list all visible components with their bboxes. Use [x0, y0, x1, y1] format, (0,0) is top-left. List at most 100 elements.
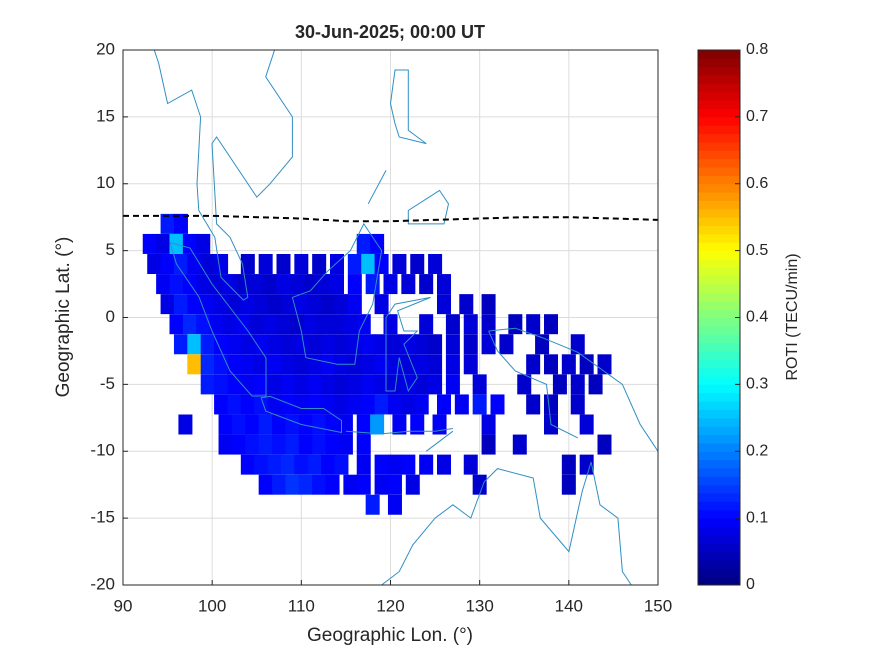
roti-cell: [325, 474, 340, 495]
colorbar-step: [698, 284, 740, 293]
roti-cell: [401, 274, 416, 295]
roti-cell: [267, 454, 282, 475]
colorbar-step: [698, 493, 740, 502]
colorbar-tick-label: 0.8: [746, 41, 768, 58]
roti-cell: [472, 374, 487, 395]
colorbar-step: [698, 317, 740, 327]
colorbar: [698, 50, 740, 586]
roti-cell: [267, 354, 282, 375]
colorbar-step: [698, 518, 740, 527]
colorbar-step: [698, 451, 740, 461]
roti-cell: [330, 314, 344, 335]
colorbar-tick-label: 0: [746, 576, 755, 593]
roti-cell: [187, 354, 202, 375]
roti-cell: [356, 474, 371, 495]
colorbar-tick-label: 0.5: [746, 242, 768, 259]
colorbar-step: [698, 83, 740, 93]
roti-cell: [428, 374, 443, 395]
colorbar-step: [698, 526, 740, 536]
colorbar-step: [698, 459, 740, 469]
roti-cell: [245, 414, 260, 435]
colorbar-step: [698, 392, 740, 402]
y-tick-label: -15: [90, 508, 115, 527]
roti-cell: [414, 354, 429, 375]
colorbar-step: [698, 100, 740, 110]
roti-cell: [254, 294, 269, 315]
roti-cell: [579, 354, 594, 375]
roti-cell: [334, 294, 349, 315]
roti-cell: [356, 414, 371, 435]
colorbar-step: [698, 158, 740, 168]
roti-cell: [387, 354, 402, 375]
roti-cell: [245, 434, 260, 455]
roti-cell: [544, 394, 558, 415]
roti-cell: [280, 334, 295, 355]
x-tick-label: 90: [114, 596, 133, 615]
colorbar-step: [698, 409, 740, 419]
colorbar-step: [698, 325, 740, 335]
roti-cell: [392, 414, 407, 435]
y-tick-label: -5: [100, 374, 115, 393]
coastline: [291, 222, 383, 365]
colorbar-label: ROTI (TECU/min): [784, 253, 801, 380]
roti-cell: [321, 354, 336, 375]
roti-cell: [258, 474, 273, 495]
roti-cell: [579, 454, 594, 475]
roti-cell: [330, 274, 344, 295]
roti-cell: [325, 434, 340, 455]
colorbar-step: [698, 233, 740, 243]
roti-cell: [526, 394, 541, 415]
roti-cell: [240, 374, 255, 395]
colorbar-step: [698, 267, 740, 277]
colorbar-step: [698, 250, 740, 260]
roti-cell: [316, 274, 331, 295]
roti-cell: [356, 454, 371, 475]
colorbar-step: [698, 576, 740, 586]
colorbar-step: [698, 242, 740, 252]
coastline: [385, 296, 431, 393]
roti-cell: [258, 254, 273, 274]
roti-cell: [196, 274, 211, 295]
roti-cell: [227, 354, 242, 375]
roti-cell: [481, 294, 496, 315]
colorbar-step: [698, 551, 740, 561]
roti-cell: [454, 394, 469, 415]
colorbar-step: [698, 434, 740, 444]
y-tick-label: -20: [90, 574, 115, 593]
roti-cell: [419, 454, 434, 475]
roti-cell: [187, 254, 202, 274]
roti-cell: [312, 474, 327, 495]
roti-cell: [387, 334, 402, 355]
roti-cell: [218, 414, 233, 435]
coastline: [260, 395, 342, 434]
colorbar-step: [698, 116, 740, 126]
roti-cell: [254, 454, 269, 475]
roti-cell: [182, 314, 197, 335]
roti-cell: [214, 254, 229, 274]
roti-cell: [347, 394, 362, 415]
roti-cell: [267, 294, 282, 315]
roti-cell: [347, 254, 362, 274]
roti-cell: [552, 374, 567, 395]
roti-cell: [597, 434, 612, 455]
roti-cell: [294, 394, 309, 415]
roti-cell: [401, 354, 416, 375]
roti-cell: [218, 434, 233, 455]
colorbar-step: [698, 258, 740, 268]
colorbar-step: [698, 534, 740, 544]
colorbar-step: [698, 292, 740, 302]
overlay: [123, 214, 658, 223]
roti-cell: [343, 314, 358, 335]
roti-cell: [356, 233, 371, 254]
roti-cell: [356, 434, 371, 455]
roti-cell: [579, 414, 594, 435]
roti-cell: [263, 314, 278, 335]
roti-cell: [401, 394, 416, 415]
roti-cell: [374, 474, 389, 495]
roti-cell: [240, 254, 255, 274]
roti-cell: [223, 314, 237, 335]
roti-cell: [223, 274, 237, 295]
roti-cell: [414, 394, 429, 415]
roti-cell: [160, 254, 175, 274]
